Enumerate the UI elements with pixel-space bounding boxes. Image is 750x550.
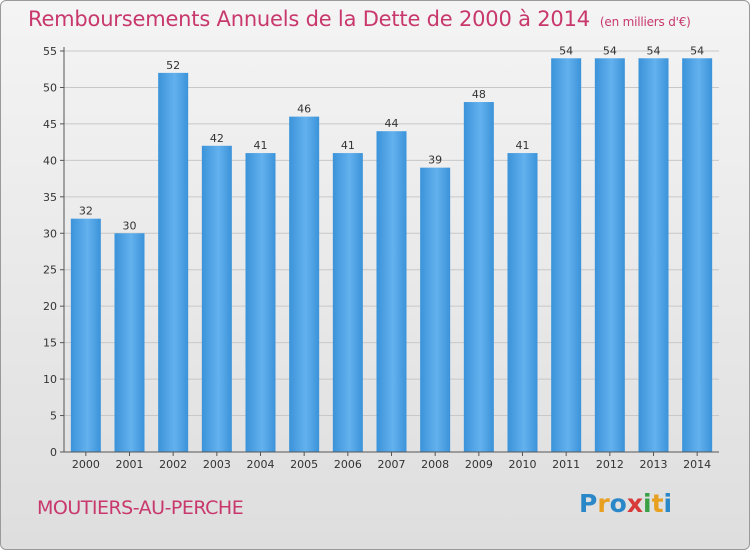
data-label: 48 bbox=[472, 88, 486, 101]
x-tick-label: 2008 bbox=[421, 458, 449, 471]
bars bbox=[70, 58, 713, 453]
bar bbox=[376, 131, 407, 452]
y-tick-label: 10 bbox=[43, 373, 57, 386]
bar bbox=[289, 116, 320, 453]
place-name: MOUTIERS-AU-PERCHE bbox=[37, 497, 244, 519]
y-tick-label: 40 bbox=[43, 154, 57, 167]
x-axis-ticks: 2000 2001 2002 2003 2004 2005 2006 2007 2008 2009… bbox=[72, 452, 711, 471]
bar bbox=[332, 153, 363, 452]
data-label: 30 bbox=[123, 219, 137, 232]
bar bbox=[638, 58, 669, 453]
bar bbox=[158, 72, 189, 452]
bar bbox=[682, 58, 713, 453]
logo-letter: x bbox=[626, 489, 643, 518]
x-tick-label: 2000 bbox=[72, 458, 100, 471]
bar bbox=[114, 233, 145, 452]
x-tick-label: 2011 bbox=[552, 458, 580, 471]
x-tick-label: 2009 bbox=[465, 458, 493, 471]
data-label: 54 bbox=[690, 44, 704, 57]
bar bbox=[70, 218, 101, 452]
bar bbox=[551, 58, 582, 453]
y-tick-label: 20 bbox=[43, 300, 57, 313]
y-tick-label: 15 bbox=[43, 337, 57, 350]
logo-letter: r bbox=[597, 489, 610, 518]
x-tick-label: 2002 bbox=[159, 458, 187, 471]
y-tick-label: 50 bbox=[43, 81, 57, 94]
x-tick-label: 2007 bbox=[378, 458, 406, 471]
y-tick-label: 5 bbox=[50, 410, 57, 423]
chart-title: Remboursements Annuels de la Dette de 20… bbox=[28, 7, 691, 31]
x-tick-label: 2004 bbox=[247, 458, 275, 471]
proxiti-logo: Proxiti bbox=[579, 489, 672, 518]
x-tick-label: 2006 bbox=[334, 458, 362, 471]
bar bbox=[245, 153, 276, 452]
chart-title-text: Remboursements Annuels de la Dette de 20… bbox=[28, 7, 590, 31]
x-tick-label: 2012 bbox=[596, 458, 624, 471]
y-tick-label: 25 bbox=[43, 264, 57, 277]
bar bbox=[463, 102, 494, 452]
data-labels: 32 30 52 42 41 46 41 44 39 48 41 54 54 54 54 bbox=[79, 44, 704, 232]
x-tick-label: 2010 bbox=[509, 458, 537, 471]
bar bbox=[420, 167, 451, 452]
x-tick-label: 2005 bbox=[290, 458, 318, 471]
y-tick-label: 30 bbox=[43, 227, 57, 240]
data-label: 54 bbox=[647, 44, 661, 57]
y-tick-label: 35 bbox=[43, 191, 57, 204]
data-label: 44 bbox=[385, 117, 399, 130]
data-label: 41 bbox=[341, 139, 355, 152]
bar bbox=[201, 145, 232, 453]
x-tick-label: 2003 bbox=[203, 458, 231, 471]
logo-letter: i bbox=[643, 489, 652, 518]
x-tick-label: 2001 bbox=[116, 458, 144, 471]
data-label: 39 bbox=[428, 154, 442, 167]
data-label: 32 bbox=[79, 205, 93, 218]
logo-letter: o bbox=[609, 489, 627, 518]
logo-letter: i bbox=[663, 489, 673, 518]
data-label: 46 bbox=[297, 103, 311, 116]
bar bbox=[594, 58, 625, 453]
data-label: 41 bbox=[254, 139, 268, 152]
bar bbox=[507, 153, 538, 452]
data-label: 41 bbox=[516, 139, 530, 152]
x-tick-label: 2014 bbox=[683, 458, 711, 471]
data-label: 42 bbox=[210, 132, 224, 145]
data-label: 54 bbox=[603, 44, 617, 57]
data-label: 52 bbox=[166, 59, 180, 72]
y-axis-ticks: 0 5 10 15 20 25 30 35 40 45 50 55 bbox=[43, 45, 64, 459]
axes bbox=[63, 47, 719, 453]
x-tick-label: 2013 bbox=[640, 458, 668, 471]
data-label: 54 bbox=[559, 44, 573, 57]
y-tick-label: 45 bbox=[43, 118, 57, 131]
logo-letter: P bbox=[579, 489, 598, 518]
y-tick-label: 0 bbox=[50, 446, 57, 459]
chart-unit: (en milliers d'€) bbox=[599, 15, 691, 29]
y-tick-label: 55 bbox=[43, 45, 57, 58]
logo-letter: t bbox=[651, 489, 664, 518]
